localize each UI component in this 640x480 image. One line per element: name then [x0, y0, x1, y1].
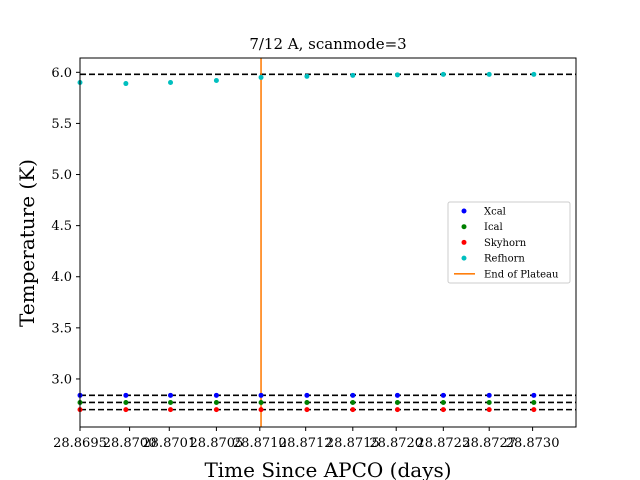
x-tick-label-9: 28.8727: [462, 436, 516, 451]
point-ical-8: [440, 399, 446, 405]
y-tick-label-5: 5.5: [51, 117, 72, 132]
point-xcal-9: [486, 392, 492, 398]
point-skyhorn-1: [123, 407, 129, 413]
x-axis: 28.869528.870028.870128.870528.871028.87…: [53, 427, 559, 451]
point-skyhorn-9: [486, 407, 492, 413]
point-refhorn-1: [123, 81, 129, 87]
axes-frame: [79, 57, 577, 428]
point-xcal-1: [123, 392, 129, 398]
y-tick-label-3: 4.5: [51, 219, 72, 234]
point-skyhorn-3: [213, 407, 219, 413]
x-tick-label-7: 28.8720: [369, 436, 423, 451]
legend: Xcal Ical Skyhorn Refhorn End of Plateau: [447, 201, 571, 284]
x-tick-label-8: 28.8725: [416, 436, 470, 451]
point-ical-5: [304, 399, 310, 405]
x-tick-label-2: 28.8701: [142, 436, 196, 451]
legend-marker-1: [461, 224, 467, 230]
point-xcal-5: [304, 392, 310, 398]
point-refhorn-7: [394, 72, 400, 78]
legend-frame: [447, 201, 571, 284]
point-refhorn-6: [350, 72, 356, 78]
x-tick-label-4: 28.8710: [233, 436, 287, 451]
x-axis-label: Time Since APCO (days): [204, 458, 451, 480]
y-tick-label-1: 3.5: [51, 321, 72, 336]
series-refhorn: [77, 71, 537, 87]
point-refhorn-4: [258, 74, 264, 80]
point-ical-1: [123, 399, 129, 405]
point-xcal-8: [440, 392, 446, 398]
y-tick-label-2: 4.0: [51, 270, 72, 285]
point-skyhorn-5: [304, 407, 310, 413]
plot-area: [77, 58, 576, 427]
point-ical-7: [394, 399, 400, 405]
point-skyhorn-6: [350, 407, 356, 413]
point-refhorn-8: [440, 71, 446, 77]
point-xcal-6: [350, 392, 356, 398]
point-refhorn-9: [486, 71, 492, 77]
series-skyhorn: [77, 407, 537, 413]
point-ical-3: [213, 399, 219, 405]
legend-label-4: End of Plateau: [484, 269, 559, 280]
legend-label-2: Skyhorn: [484, 238, 527, 249]
x-tick-label-5: 28.8712: [279, 436, 333, 451]
point-skyhorn-7: [394, 407, 400, 413]
point-xcal-7: [394, 392, 400, 398]
point-ical-9: [486, 399, 492, 405]
point-skyhorn-10: [531, 407, 537, 413]
point-ical-4: [258, 399, 264, 405]
legend-marker-3: [461, 255, 467, 261]
point-refhorn-2: [168, 80, 174, 86]
point-skyhorn-8: [440, 407, 446, 413]
point-ical-6: [350, 399, 356, 405]
point-xcal-4: [258, 392, 264, 398]
point-refhorn-10: [531, 71, 537, 77]
point-skyhorn-2: [168, 407, 174, 413]
legend-label-3: Refhorn: [484, 254, 525, 265]
y-axis: 3.0 3.5 4.0 4.5 5.0 5.5 6.0: [51, 66, 80, 387]
x-tick-label-1: 28.8700: [103, 436, 157, 451]
y-tick-label-6: 6.0: [51, 66, 72, 81]
point-skyhorn-4: [258, 407, 264, 413]
x-tick-label-6: 28.8715: [326, 436, 380, 451]
x-tick-label-10: 28.8730: [506, 436, 560, 451]
legend-marker-2: [461, 239, 467, 245]
point-refhorn-5: [304, 73, 310, 79]
point-xcal-10: [531, 392, 537, 398]
point-xcal-2: [168, 392, 174, 398]
series-ical: [77, 399, 537, 405]
x-tick-label-0: 28.8695: [53, 436, 107, 451]
x-tick-label-3: 28.8705: [190, 436, 244, 451]
y-axis-label: Temperature (K): [15, 159, 39, 327]
point-ical-10: [531, 399, 537, 405]
point-refhorn-3: [213, 77, 219, 83]
y-tick-label-4: 5.0: [51, 168, 72, 183]
point-ical-2: [168, 399, 174, 405]
series-xcal: [77, 392, 537, 398]
y-tick-label-0: 3.0: [51, 372, 72, 387]
legend-marker-0: [461, 208, 467, 214]
point-xcal-3: [213, 392, 219, 398]
legend-label-0: Xcal: [484, 207, 506, 218]
legend-label-1: Ical: [484, 222, 503, 233]
chart-title: 7/12 A, scanmode=3: [249, 35, 406, 53]
